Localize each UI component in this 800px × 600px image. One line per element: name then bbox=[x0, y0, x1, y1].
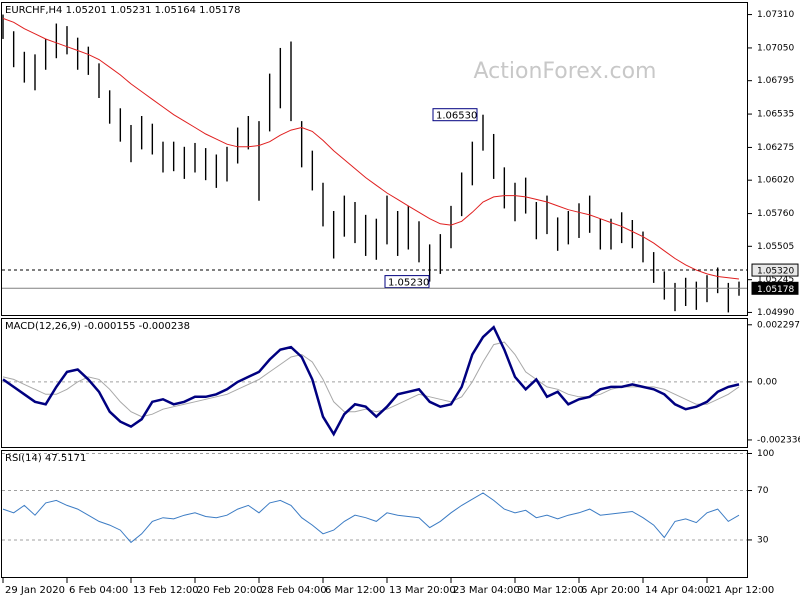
x-tick-label: 23 Mar 04:00 bbox=[453, 585, 520, 596]
macd-title: MACD(12,26,9) -0.000155 -0.000238 bbox=[5, 321, 190, 332]
y-tick-label: 1.05245 bbox=[757, 275, 794, 285]
y-tick-label: 0.002297 bbox=[757, 320, 800, 330]
annotation-box bbox=[432, 108, 478, 122]
level-label: 1.05320 bbox=[757, 267, 794, 277]
annotation-box bbox=[384, 275, 430, 289]
annotation-label: 1.06530 bbox=[436, 111, 477, 122]
macd-line bbox=[2, 325, 740, 437]
x-tick-label: 6 Mar 12:00 bbox=[325, 585, 385, 596]
y-tick-label: 1.06535 bbox=[757, 110, 794, 120]
level-box bbox=[751, 281, 799, 295]
rsi-title: RSI(14) 47.5171 bbox=[5, 453, 86, 464]
x-tick-label: 13 Feb 12:00 bbox=[133, 585, 199, 596]
x-tick-label: 6 Feb 04:00 bbox=[69, 585, 128, 596]
price-panel bbox=[1, 2, 748, 316]
level-box bbox=[751, 263, 799, 277]
y-tick-label: 1.06275 bbox=[757, 143, 794, 153]
x-tick-label: 20 Feb 20:00 bbox=[197, 585, 263, 596]
moving-average bbox=[2, 17, 740, 280]
price-title: EURCHF,H4 1.05201 1.05231 1.05164 1.0517… bbox=[5, 5, 241, 16]
y-tick-label: 1.06020 bbox=[757, 176, 794, 186]
level-label: 1.05178 bbox=[757, 285, 794, 295]
y-tick-label: 70 bbox=[757, 486, 769, 496]
y-tick-label: 1.07310 bbox=[757, 10, 794, 20]
x-tick-label: 21 Apr 12:00 bbox=[709, 585, 774, 596]
y-tick-label: 30 bbox=[757, 535, 769, 545]
macd-panel bbox=[1, 318, 748, 448]
rsi-panel bbox=[1, 450, 748, 578]
y-tick-label: 0.00 bbox=[757, 377, 777, 387]
rsi-line bbox=[2, 492, 740, 544]
x-tick-label: 14 Apr 04:00 bbox=[645, 585, 710, 596]
x-tick-label: 29 Jan 2020 bbox=[5, 585, 65, 596]
x-tick-label: 13 Mar 20:00 bbox=[389, 585, 456, 596]
y-tick-label: 1.04990 bbox=[757, 308, 794, 318]
y-tick-label: 1.06795 bbox=[757, 76, 794, 86]
y-tick-label: 1.05505 bbox=[757, 242, 794, 252]
watermark: ActionForex.com bbox=[474, 59, 657, 84]
y-tick-label: -0.002336 bbox=[757, 435, 800, 445]
y-tick-label: 1.07050 bbox=[757, 43, 794, 53]
x-tick-label: 28 Feb 04:00 bbox=[261, 585, 327, 596]
y-tick-label: 100 bbox=[757, 449, 774, 459]
x-tick-label: 6 Apr 20:00 bbox=[581, 585, 640, 596]
y-tick-label: 1.05760 bbox=[757, 209, 794, 219]
x-tick-label: 30 Mar 12:00 bbox=[517, 585, 584, 596]
annotation-label: 1.05230 bbox=[388, 278, 429, 289]
